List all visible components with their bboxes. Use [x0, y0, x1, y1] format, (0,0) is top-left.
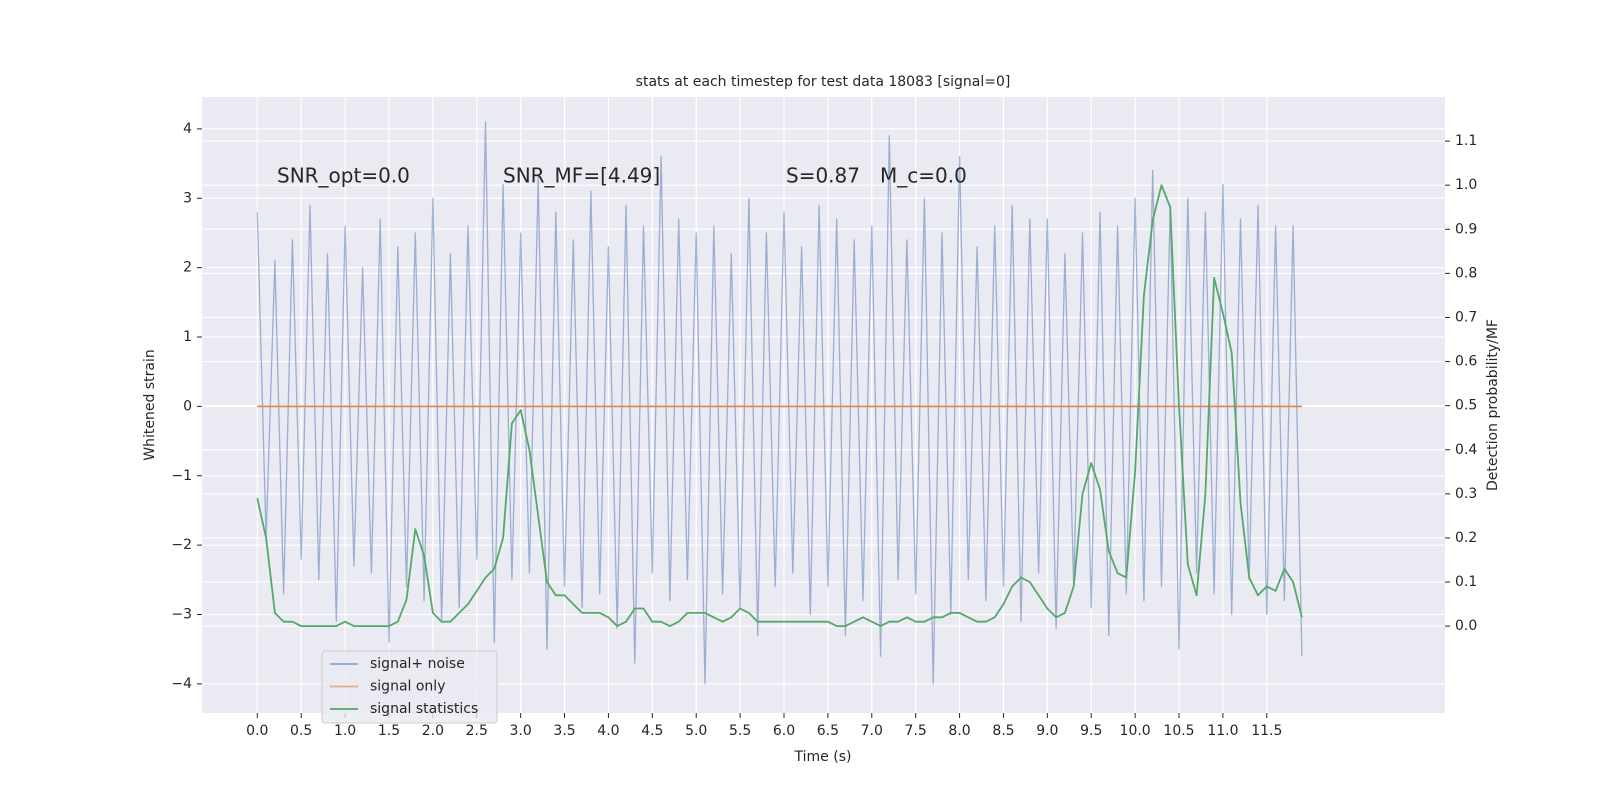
y2-tick-label: 0.8: [1455, 265, 1477, 281]
x-tick-label: 10.5: [1163, 723, 1194, 739]
y2-axis-label: Detection probability/MF: [1485, 319, 1501, 491]
y2-tick-label: 0.2: [1455, 530, 1477, 546]
y2-tick-label: 1.1: [1455, 133, 1477, 149]
y2-tick-label: 0.4: [1455, 442, 1477, 458]
x-tick-label: 4.0: [597, 723, 619, 739]
x-tick-label: 0.0: [246, 723, 268, 739]
legend-label: signal+ noise: [370, 656, 465, 672]
x-tick-label: 5.5: [729, 723, 751, 739]
y-tick-label: −1: [171, 468, 192, 484]
x-axis-label: Time (s): [794, 749, 852, 765]
x-tick-label: 7.5: [905, 723, 927, 739]
x-tick-label: 10.0: [1120, 723, 1151, 739]
legend-label: signal statistics: [370, 701, 478, 717]
y-tick-label: 1: [183, 329, 192, 345]
y-tick-label: 4: [183, 121, 192, 137]
x-tick-label: 2.5: [466, 723, 488, 739]
x-tick-label: 4.5: [641, 723, 663, 739]
x-tick-label: 2.0: [422, 723, 444, 739]
y-axis-label: Whitened strain: [142, 349, 158, 460]
chart-title: stats at each timestep for test data 180…: [636, 74, 1011, 90]
annotation: SNR_opt=0.0: [277, 164, 410, 188]
y-tick-label: −4: [171, 676, 192, 692]
x-tick-label: 1.5: [378, 723, 400, 739]
x-tick-label: 5.0: [685, 723, 707, 739]
series-line: [256, 184, 1303, 627]
y2-tick-label: 0.3: [1455, 486, 1477, 502]
annotation: SNR_MF=[4.49]: [503, 164, 660, 188]
legend: signal+ noise signal only signal statistic…: [321, 650, 498, 724]
annotation: S=0.87: [786, 164, 860, 188]
x-tick-label: 8.5: [992, 723, 1014, 739]
y2-tick-label: 0.5: [1455, 398, 1477, 414]
x-tick-label: 3.0: [510, 723, 532, 739]
y2-tick-label: 0.6: [1455, 354, 1477, 370]
y2-tick-label: 0.7: [1455, 309, 1477, 325]
legend-label: signal only: [370, 679, 445, 695]
x-tick-label: 6.0: [773, 723, 795, 739]
y2-tick-label: 0.0: [1455, 618, 1477, 634]
y-tick-label: 2: [183, 260, 192, 276]
y-tick-label: 3: [183, 190, 192, 206]
x-tick-label: 7.0: [861, 723, 883, 739]
y2-tick-label: 0.1: [1455, 574, 1477, 590]
y-tick-label: −3: [171, 606, 192, 622]
y-tick-label: −2: [171, 537, 192, 553]
x-tick-label: 6.5: [817, 723, 839, 739]
x-tick-label: 11.0: [1207, 723, 1238, 739]
x-tick-label: 1.0: [334, 723, 356, 739]
series-line: [256, 121, 1303, 685]
x-tick-label: 9.0: [1036, 723, 1058, 739]
x-tick-label: 11.5: [1251, 723, 1282, 739]
x-tick-label: 8.0: [948, 723, 970, 739]
y-tick-label: 0: [183, 398, 192, 414]
legend-box: [321, 650, 498, 724]
annotation: M_c=0.0: [880, 164, 967, 188]
x-tick-label: 0.5: [290, 723, 312, 739]
y2-tick-label: 1.0: [1455, 177, 1477, 193]
x-tick-label: 3.5: [553, 723, 575, 739]
x-tick-label: 9.5: [1080, 723, 1102, 739]
y2-tick-label: 0.9: [1455, 221, 1477, 237]
